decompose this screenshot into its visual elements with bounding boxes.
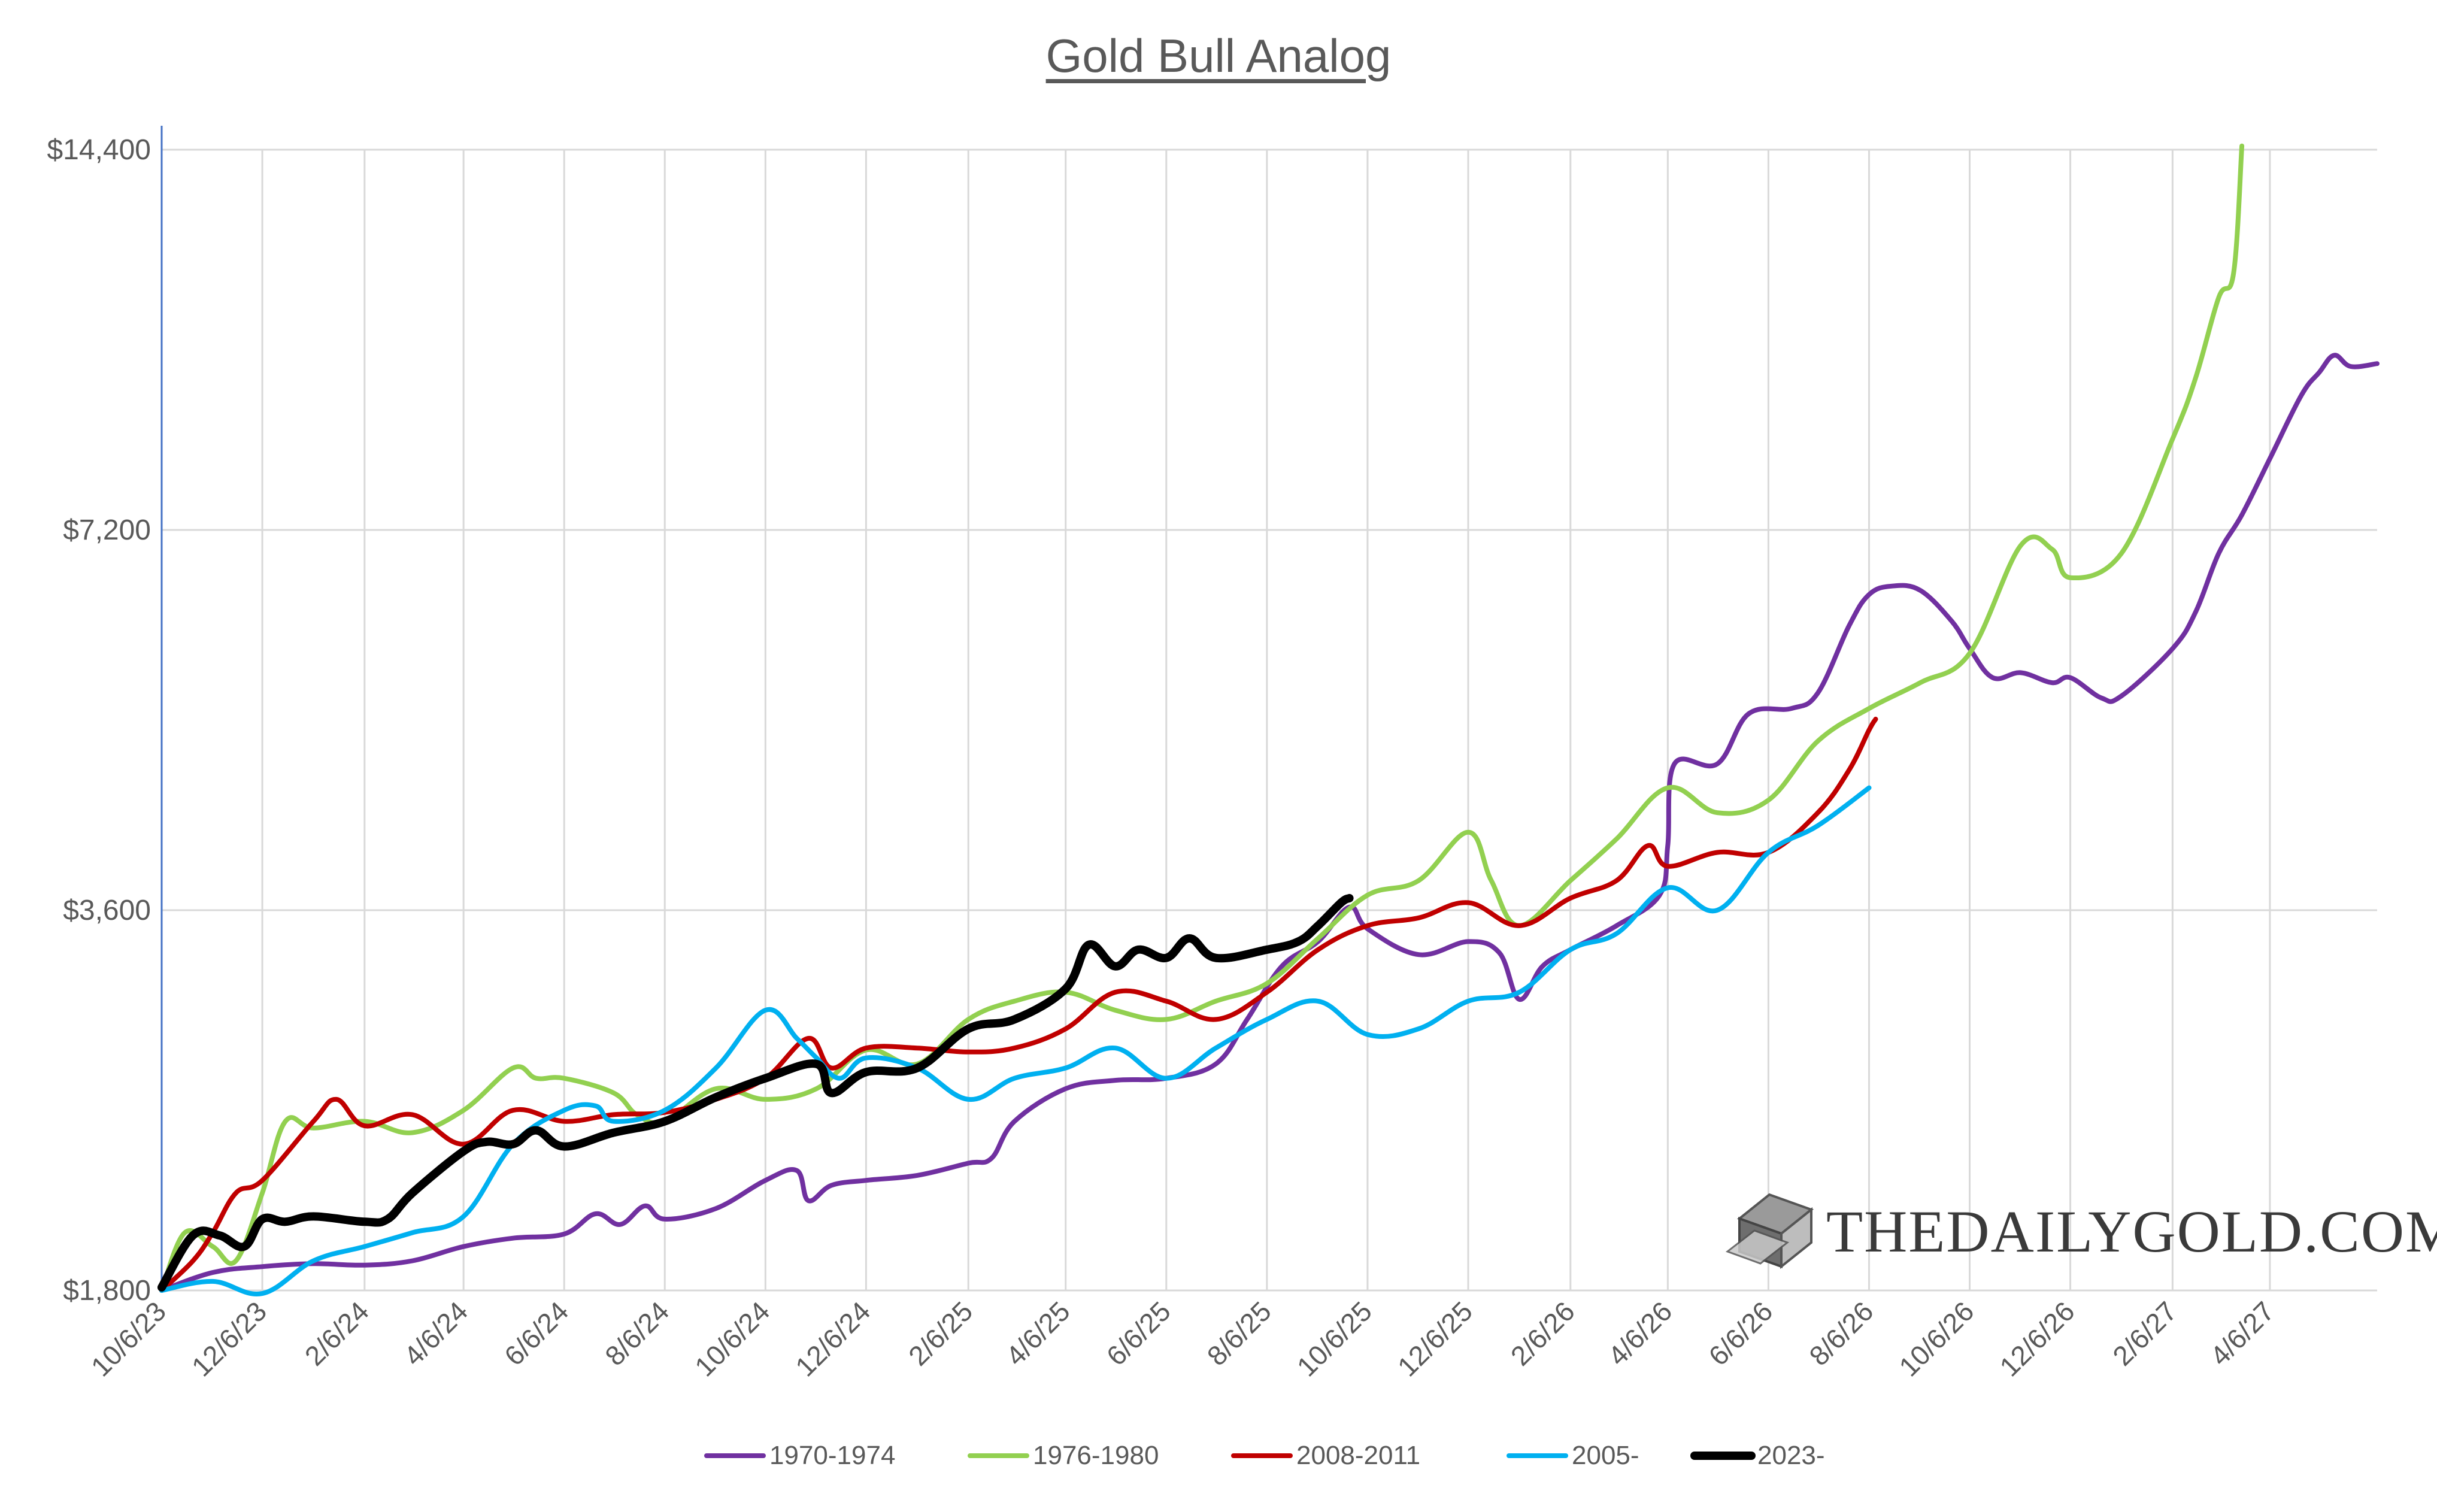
legend-label-1970-1974: 1970-1974: [769, 1441, 895, 1470]
x-tick-label: 6/6/26: [1702, 1295, 1778, 1371]
x-tick-label: 10/6/25: [1291, 1295, 1378, 1382]
series-line-2008-2011: [159, 716, 1878, 1293]
series-line-2023: [157, 893, 1354, 1292]
y-tick-label: $3,600: [63, 895, 151, 926]
x-tick-label: 6/6/24: [498, 1295, 574, 1371]
series-line-1976-1980: [159, 143, 2245, 1293]
x-tick-label: 10/6/23: [85, 1295, 172, 1382]
x-tick-label: 12/6/25: [1392, 1295, 1478, 1382]
x-tick-label: 2/6/27: [2106, 1295, 2183, 1371]
grid-layer: [162, 149, 2377, 1292]
watermark-text: THEDAILYGOLD.COM: [1826, 1198, 2437, 1265]
series-line-1970-1974: [159, 353, 2380, 1293]
x-tick-label: 2/6/24: [299, 1295, 375, 1371]
x-tick-label: 2/6/25: [902, 1295, 978, 1371]
x-tick-label: 4/6/26: [1602, 1295, 1678, 1371]
gold-bar-icon: [1725, 1193, 1814, 1269]
x-tick-label: 8/6/25: [1201, 1295, 1277, 1371]
legend: 1970-1974 1976-1980 2008-2011 2005- 2023-: [704, 1441, 1825, 1470]
legend-label-1976-1980: 1976-1980: [1033, 1441, 1159, 1470]
y-tick-label: $7,200: [63, 514, 151, 546]
x-tick-label: 8/6/26: [1803, 1295, 1879, 1371]
x-tick-label: 10/6/24: [689, 1295, 775, 1382]
legend-label-2023: 2023-: [1757, 1441, 1825, 1470]
x-tick-label: 12/6/24: [789, 1295, 876, 1382]
legend-label-2005: 2005-: [1572, 1441, 1639, 1470]
legend-label-2008-2011: 2008-2011: [1296, 1441, 1420, 1470]
x-tick-label: 12/6/26: [1993, 1295, 2080, 1382]
y-tick-label: $14,400: [47, 134, 151, 166]
y-tick-label: $1,800: [63, 1275, 151, 1307]
x-tick-label: 12/6/23: [186, 1295, 272, 1382]
watermark-logo: THEDAILYGOLD.COM: [1725, 1193, 2437, 1269]
axis-layer: $1,800 $3,600 $7,200 $14,400 10/6/23 12/6/23 2…: [47, 126, 2377, 1383]
x-tick-label: 4/6/25: [1000, 1295, 1076, 1371]
x-tick-label: 6/6/25: [1101, 1295, 1177, 1371]
x-tick-label: 4/6/24: [398, 1295, 474, 1371]
x-tick-label: 10/6/26: [1893, 1295, 1980, 1382]
chart-title: Gold Bull Analog: [1045, 29, 1392, 82]
x-tick-label: 2/6/26: [1505, 1295, 1581, 1371]
x-tick-label: 4/6/27: [2204, 1295, 2280, 1371]
x-tick-label: 8/6/24: [599, 1295, 675, 1371]
series-line-2005: [159, 785, 1872, 1297]
series-layer: [157, 143, 2380, 1297]
